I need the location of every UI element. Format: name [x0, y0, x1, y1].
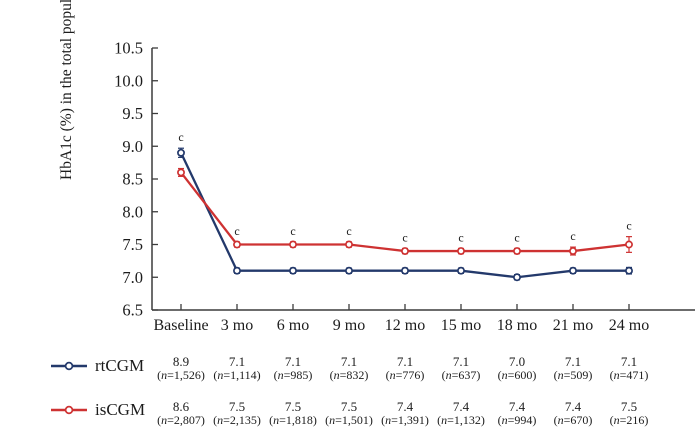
- value-cell: 8.9: [172, 354, 190, 369]
- n-cell: (n=1,501): [325, 413, 373, 427]
- data-point-marker: [345, 266, 353, 275]
- x-tick-label: 12 mo: [385, 317, 425, 334]
- data-point-marker: [233, 266, 241, 275]
- sig-label: c: [234, 224, 239, 238]
- n-cell: (n=670): [553, 413, 593, 427]
- x-tick-label: 3 mo: [221, 317, 253, 334]
- n-cell: (n=832): [329, 368, 369, 382]
- rtcgm-line-marker-icon: [51, 361, 87, 371]
- x-tick-label: 9 mo: [333, 317, 365, 334]
- n-cell: (n=2,135): [213, 413, 261, 427]
- sig-label: c: [514, 230, 519, 244]
- value-cell: 7.1: [620, 354, 638, 369]
- y-tick-label: 9.0: [122, 137, 143, 156]
- n-cell: (n=1,114): [213, 368, 261, 382]
- rtcgm-line: [179, 152, 629, 279]
- value-cell: 7.4: [564, 399, 582, 414]
- y-tick-label: 7.0: [122, 268, 143, 287]
- value-cell: 7.1: [452, 354, 470, 369]
- n-cell: (n=1,818): [269, 413, 317, 427]
- sig-label: c: [290, 224, 295, 238]
- sig-label: c: [346, 224, 351, 238]
- data-point-marker: [513, 247, 521, 255]
- data-point-marker: [345, 240, 353, 249]
- legend-item-rtcgm: rtCGM: [50, 356, 144, 376]
- data-point-marker: [569, 266, 577, 275]
- y-tick-label: 8.0: [122, 202, 143, 221]
- y-tick-label: 8.5: [122, 170, 143, 189]
- x-tick-label: 21 mo: [553, 317, 593, 334]
- y-tick-label: 6.5: [122, 301, 143, 320]
- data-point-marker: [457, 266, 465, 275]
- value-cell: 7.1: [284, 354, 302, 369]
- iscgm-line-marker-icon: [51, 405, 87, 415]
- x-tick-label: 15 mo: [441, 317, 481, 334]
- value-cell: 8.6: [172, 399, 190, 414]
- sig-label: c: [626, 219, 631, 233]
- data-point-marker: [401, 266, 409, 275]
- n-cell: (n=1,132): [437, 413, 485, 427]
- n-cell: (n=600): [497, 368, 537, 382]
- n-cell: (n=985): [273, 368, 313, 382]
- n-cell: (n=1,391): [381, 413, 429, 427]
- data-point-marker: [569, 247, 577, 255]
- data-point-marker: [625, 266, 633, 275]
- data-point-marker: [289, 266, 297, 275]
- n-cell: (n=1,526): [157, 368, 205, 382]
- data-point-marker: [625, 240, 633, 249]
- n-cell: (n=994): [497, 413, 537, 427]
- n-cell: (n=637): [441, 368, 481, 382]
- value-cell: 7.4: [452, 399, 470, 414]
- value-cell: 7.5: [340, 399, 358, 414]
- y-tick-label: 7.5: [122, 235, 143, 254]
- data-point-marker: [513, 273, 521, 282]
- data-point-marker: [177, 168, 185, 177]
- x-tick-label: Baseline: [153, 317, 208, 334]
- value-cell: 7.1: [340, 354, 358, 369]
- value-cell: 7.5: [228, 399, 246, 414]
- data-point-marker: [401, 247, 409, 255]
- sig-label: c: [570, 229, 575, 243]
- n-cell: (n=471): [609, 368, 649, 382]
- value-cell: 7.1: [564, 354, 582, 369]
- value-cell: 7.4: [508, 399, 526, 414]
- n-cell: (n=509): [553, 368, 593, 382]
- value-cell: 7.1: [228, 354, 246, 369]
- x-tick-label: 18 mo: [497, 317, 537, 334]
- n-cell: (n=216): [609, 413, 649, 427]
- data-point-marker: [457, 247, 465, 255]
- value-cell: 7.4: [396, 399, 414, 414]
- n-cell: (n=776): [385, 368, 425, 382]
- legend-item-iscgm: isCGM: [50, 400, 145, 420]
- value-cell: 7.1: [396, 354, 414, 369]
- chart-svg: 6.5 7.0 7.5 8.0 8.5 9.0 9.5 10.0 10.5 Baseline 3 m…: [114, 39, 695, 334]
- sig-label: c: [458, 230, 463, 244]
- value-cell: 7.5: [284, 399, 302, 414]
- y-tick-label: 10.5: [114, 39, 143, 58]
- sig-label: c: [178, 130, 183, 144]
- data-point-marker: [233, 240, 241, 249]
- sig-label: c: [402, 230, 407, 244]
- value-cell: 7.0: [508, 354, 526, 369]
- x-tick-label: 24 mo: [609, 317, 649, 334]
- value-cell: 7.5: [620, 399, 638, 414]
- data-point-marker: [289, 240, 297, 249]
- data-point-marker: [177, 148, 185, 157]
- y-tick-label: 9.5: [122, 104, 143, 123]
- legend-label-rtcgm: rtCGM: [95, 356, 145, 375]
- n-cell: (n=2,807): [157, 413, 205, 427]
- y-tick-label: 10.0: [114, 71, 143, 90]
- legend-label-iscgm: isCGM: [95, 400, 146, 419]
- x-tick-label: 6 mo: [277, 317, 309, 334]
